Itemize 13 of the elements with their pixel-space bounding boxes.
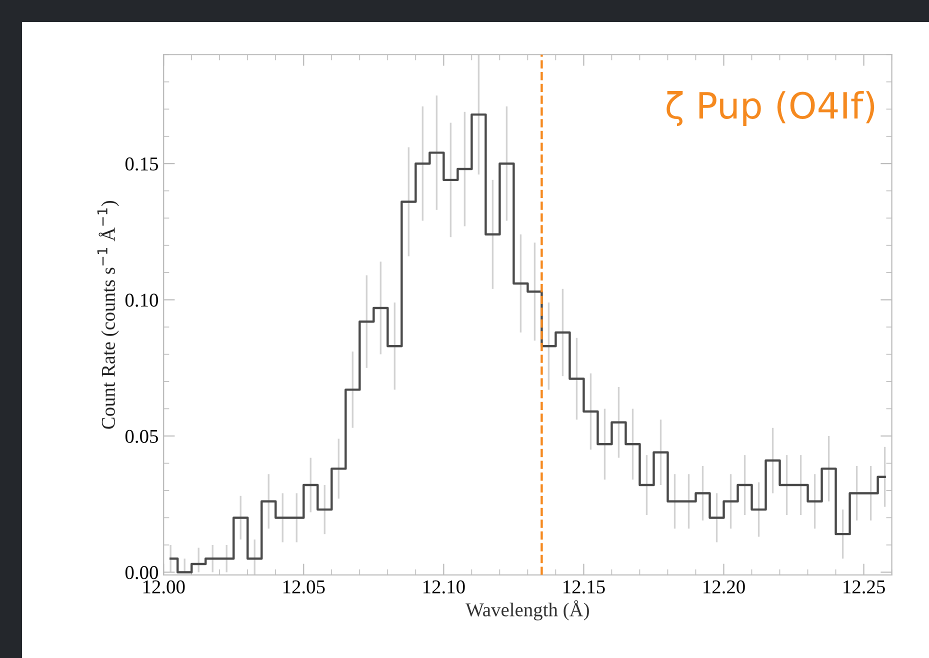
x-tick-label: 12.05 <box>283 580 325 594</box>
x-tick-label: 12.25 <box>844 580 885 594</box>
x-tick-label: 12.00 <box>143 580 185 594</box>
x-axis-title: Wavelength (Å) <box>466 600 589 620</box>
y-tick-label: 0.00 <box>125 566 158 580</box>
annotation: ζ Pup (O4If) <box>666 91 874 126</box>
x-tick-label: 12.20 <box>704 580 745 594</box>
x-tick-label: 12.15 <box>564 580 605 594</box>
x-tick-label: 12.10 <box>424 580 465 594</box>
y-tick-label: 0.10 <box>125 294 158 307</box>
y-tick-label: 0.05 <box>125 430 158 444</box>
y-axis-title: Count Rate (counts s$^{−1}$ Å$^{−1}$) <box>97 200 119 429</box>
y-tick-label: 0.15 <box>125 157 158 171</box>
